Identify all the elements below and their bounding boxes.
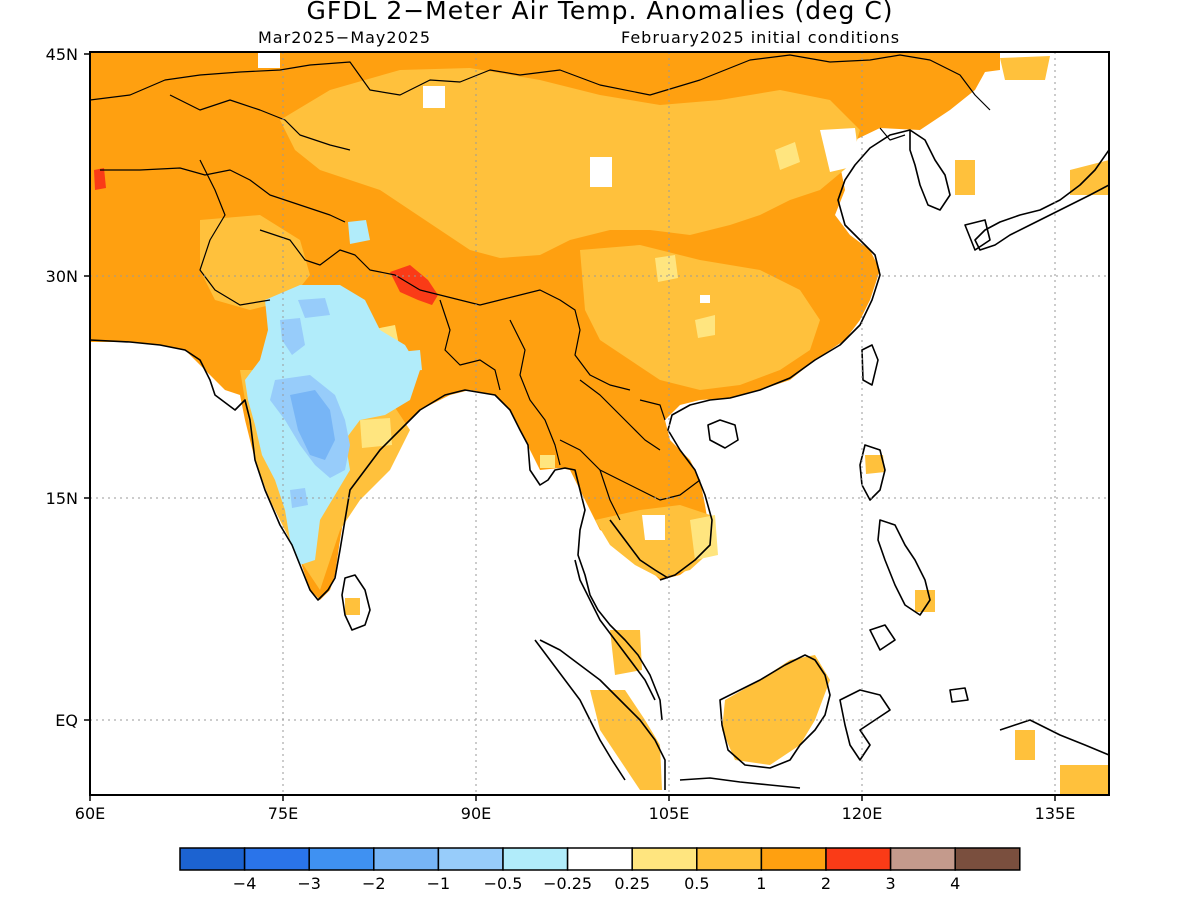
colorbar-label: −4 (233, 874, 257, 893)
lon-label-90e: 90E (461, 804, 491, 823)
lon-label-60e: 60E (75, 804, 105, 823)
colorbar-swatch (243, 847, 310, 871)
strong-warm-area (390, 265, 438, 305)
colorbar-label: −0.25 (543, 874, 592, 893)
lon-label-120e: 120E (842, 804, 883, 823)
colorbar-swatch (502, 847, 569, 871)
colorbar-swatch (760, 847, 827, 871)
colorbar-label: −0.5 (484, 874, 523, 893)
lon-label-75e: 75E (268, 804, 298, 823)
lat-label-15n: 15N (46, 489, 78, 508)
graticule (90, 52, 1109, 795)
colorbar-swatch (889, 847, 956, 871)
colorbar-swatch (566, 847, 633, 871)
colorbar-label: 1 (756, 874, 766, 893)
map-title: GFDL 2−Meter Air Temp. Anomalies (deg C) (306, 0, 894, 25)
neutral-areas (258, 52, 955, 540)
coastlines (90, 129, 1109, 790)
colorbar: −4 −3 −2 −1 −0.5 −0.25 0.25 0.5 1 2 3 4 (179, 847, 1021, 893)
lat-label-30n: 30N (46, 267, 78, 286)
forecast-period: Mar2025−May2025 (258, 28, 432, 47)
colorbar-swatch (179, 847, 246, 871)
colorbar-swatch (631, 847, 698, 871)
colorbar-label: 0.25 (614, 874, 650, 893)
map-frame (89, 51, 1110, 796)
colorbar-swatch (954, 847, 1021, 871)
colorbar-swatch (437, 847, 504, 871)
colorbar-swatch (696, 847, 763, 871)
lon-label-135e: 135E (1035, 804, 1076, 823)
lat-label-45n: 45N (46, 45, 78, 64)
colorbar-label: −1 (427, 874, 451, 893)
colorbar-label: −3 (297, 874, 321, 893)
colorbar-swatch (373, 847, 440, 871)
colorbar-label: 3 (886, 874, 896, 893)
lat-label-eq: EQ (55, 711, 78, 730)
tick-marks (84, 53, 1056, 801)
cool-areas (245, 220, 422, 565)
colorbar-label: −2 (362, 874, 386, 893)
colorbar-label: 2 (821, 874, 831, 893)
colorbar-swatch (825, 847, 892, 871)
strong-warm-spot (94, 168, 106, 190)
colorbar-swatch (308, 847, 375, 871)
borders (90, 54, 991, 521)
lon-label-105e: 105E (649, 804, 690, 823)
colorbar-label: 0.5 (684, 874, 709, 893)
initial-conditions: February2025 initial conditions (621, 28, 901, 47)
colorbar-label: 4 (950, 874, 960, 893)
